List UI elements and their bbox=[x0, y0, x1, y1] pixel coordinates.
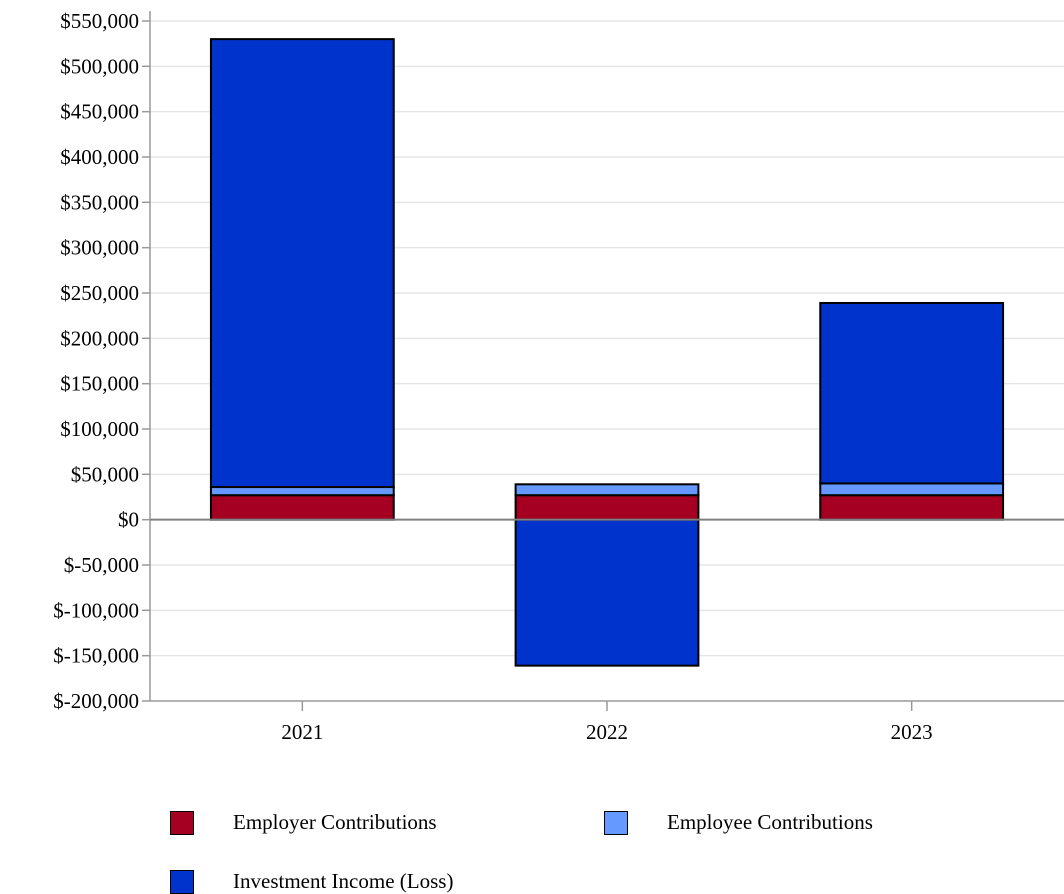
bar-segment bbox=[209, 486, 395, 497]
x-tick-label: 2022 bbox=[586, 720, 628, 744]
y-tick-label: $500,000 bbox=[60, 54, 139, 78]
y-tick-label: $0 bbox=[118, 508, 139, 532]
y-tick-label: $300,000 bbox=[60, 236, 139, 260]
y-tick-label: $350,000 bbox=[60, 190, 139, 214]
y-tick-label: $200,000 bbox=[60, 326, 139, 350]
y-tick-label: $-100,000 bbox=[53, 598, 139, 622]
x-tick-label: 2023 bbox=[891, 720, 933, 744]
y-tick-label: $50,000 bbox=[71, 462, 139, 486]
y-axis-labels: $550,000 $500,000 $450,000 $400,000 $350,000… bbox=[53, 9, 139, 713]
y-tick-label: $400,000 bbox=[60, 145, 139, 169]
y-tick-label: $150,000 bbox=[60, 372, 139, 396]
bar-segment bbox=[819, 482, 1005, 497]
y-tick-label: $-200,000 bbox=[53, 689, 139, 713]
y-tick-label: $-50,000 bbox=[64, 553, 139, 577]
axes bbox=[142, 11, 1064, 711]
x-tick-label: 2021 bbox=[281, 720, 323, 744]
y-tick-label: $450,000 bbox=[60, 100, 139, 124]
bar-segment bbox=[514, 518, 700, 667]
x-axis-labels: 2021 2022 2023 bbox=[281, 720, 932, 744]
bar-segment bbox=[514, 483, 700, 497]
bar-segment bbox=[514, 494, 700, 521]
y-tick-label: $250,000 bbox=[60, 281, 139, 305]
y-tick-label: $100,000 bbox=[60, 417, 139, 441]
bar-segment bbox=[819, 494, 1005, 521]
bar-segment bbox=[209, 38, 395, 489]
y-tick-label: $550,000 bbox=[60, 9, 139, 33]
bar-segment bbox=[819, 301, 1005, 485]
y-tick-label: $-150,000 bbox=[53, 644, 139, 668]
bars bbox=[209, 38, 1005, 667]
bar-segment bbox=[209, 494, 395, 521]
